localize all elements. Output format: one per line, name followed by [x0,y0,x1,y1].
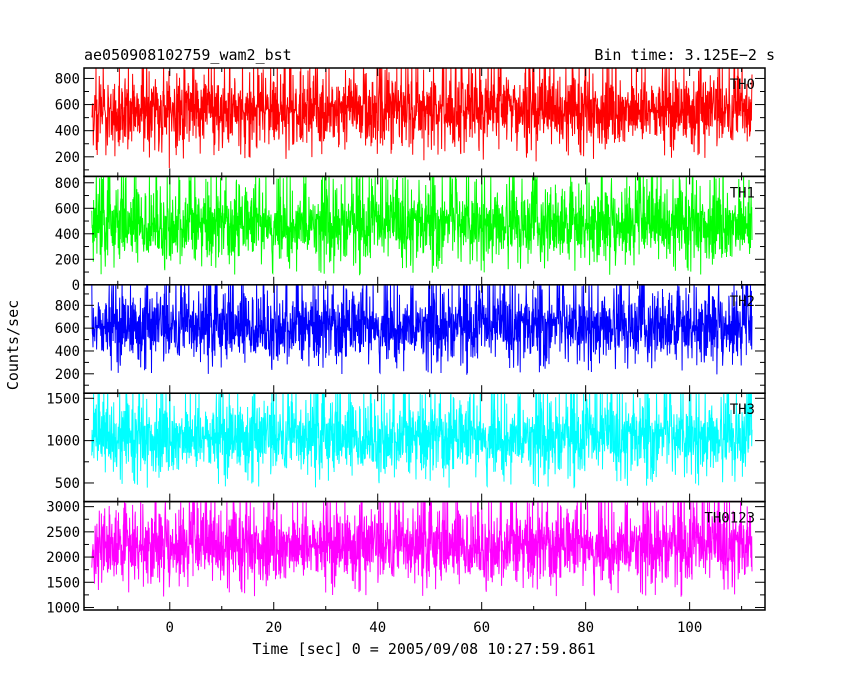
x-axis: 0 20 40 60 80 100 [166,620,703,636]
panel-th1: 0 200 400 600 800 TH1 [55,175,766,294]
series-label-th1: TH1 [730,185,755,201]
y-tick-label: 800 [55,176,80,192]
x-tick-label: 20 [265,620,282,636]
panel-th2: 200 400 600 800 TH2 [55,284,766,394]
y-tick-label: 2500 [46,525,80,541]
x-tick-label: 40 [369,620,386,636]
y-tick-label: 2000 [46,550,80,566]
y-tick-label: 400 [55,124,80,140]
x-tick-label: 0 [166,620,174,636]
x-tick-label: 80 [577,620,594,636]
y-axis-label: Counts/sec [4,300,22,390]
y-tick-label: 600 [55,98,80,114]
x-axis-label: Time [sec] 0 = 2005/09/08 10:27:59.861 [252,640,595,658]
series-trace-th0123 [91,501,753,597]
y-tick-label: 800 [55,298,80,314]
y-tick-label: 200 [55,150,80,166]
series-label-th0: TH0 [730,77,755,93]
y-tick-label: 600 [55,201,80,217]
y-tick-label: 500 [55,476,80,492]
series-label-th2: TH2 [730,294,755,310]
y-tick-label: 200 [55,252,80,268]
y-tick-label: 600 [55,321,80,337]
series-trace-th2 [91,284,753,375]
panels-group: 200 400 600 800 TH0 0 200 400 600 800 TH1 200 400 600… [46,67,766,616]
y-tick-label: 400 [55,344,80,360]
panel-frame [83,500,766,611]
panel-th3: 500 1000 1500 TH3 [46,391,766,503]
y-tick-label: 1500 [46,391,80,407]
bin-time-label: Bin time: 3.125E−2 s [594,46,775,64]
y-tick-label: 3000 [46,500,80,516]
panel-th0: 200 400 600 800 TH0 [55,67,766,178]
panel-th0123: 1000 1500 2000 2500 3000 TH0123 [46,500,766,616]
y-tick-label: 1500 [46,575,80,591]
y-tick-label: 1000 [46,600,80,616]
x-tick-label: 100 [677,620,702,636]
series-label-th0123: TH0123 [704,511,755,527]
series-trace-th1 [91,176,753,276]
series-trace-th0 [91,68,753,169]
series-label-th3: TH3 [730,402,755,418]
y-tick-label: 0 [72,278,80,294]
series-trace-th3 [91,393,753,489]
x-tick-label: 60 [473,620,490,636]
plot-title: ae050908102759_wam2_bst [84,46,292,64]
y-tick-label: 1000 [46,434,80,450]
y-tick-label: 400 [55,227,80,243]
y-tick-label: 200 [55,367,80,383]
y-tick-label: 800 [55,71,80,87]
